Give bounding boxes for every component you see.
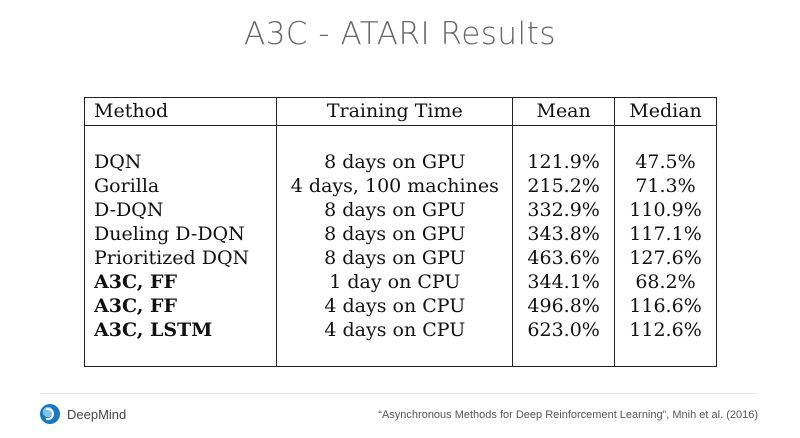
cell-mean: 343.8% — [512, 222, 616, 246]
deepmind-logo-icon — [40, 404, 60, 424]
cell-median: 68.2% — [614, 270, 717, 294]
cell-median: 127.6% — [614, 246, 717, 270]
results-table: Method Training Time Mean Median DQN 8 da… — [83, 97, 717, 367]
cell-mean: 496.8% — [512, 294, 616, 318]
cell-method: A3C, FF — [83, 270, 278, 294]
table-row: DQN 8 days on GPU 121.9% 47.5% — [83, 150, 717, 174]
cell-training-time: 4 days on CPU — [276, 294, 514, 318]
cell-training-time: 1 day on CPU — [276, 270, 514, 294]
table-spacer — [83, 125, 717, 150]
table-spacer — [83, 342, 717, 367]
cell-mean: 623.0% — [512, 318, 616, 342]
citation: “Asynchronous Methods for Deep Reinforce… — [378, 409, 758, 421]
header-median: Median — [614, 97, 717, 126]
cell-training-time: 8 days on GPU — [276, 246, 514, 270]
table-row: A3C, FF 4 days on CPU 496.8% 116.6% — [83, 294, 717, 318]
cell-method: A3C, LSTM — [83, 318, 278, 342]
header-training-time: Training Time — [276, 97, 514, 126]
deepmind-logo: DeepMind — [40, 403, 126, 425]
cell-training-time: 8 days on GPU — [276, 198, 514, 222]
table-row: A3C, FF 1 day on CPU 344.1% 68.2% — [83, 270, 717, 294]
cell-method: Gorilla — [83, 174, 278, 198]
cell-mean: 121.9% — [512, 150, 616, 174]
cell-method: A3C, FF — [83, 294, 278, 318]
table-row: Gorilla 4 days, 100 machines 215.2% 71.3% — [83, 174, 717, 198]
cell-training-time: 4 days, 100 machines — [276, 174, 514, 198]
cell-median: 110.9% — [614, 198, 717, 222]
table-row: A3C, LSTM 4 days on CPU 623.0% 112.6% — [83, 318, 717, 342]
cell-median: 47.5% — [614, 150, 717, 174]
cell-median: 71.3% — [614, 174, 717, 198]
cell-method: DQN — [83, 150, 278, 174]
header-mean: Mean — [512, 97, 616, 126]
cell-mean: 215.2% — [512, 174, 616, 198]
cell-method: D-DQN — [83, 198, 278, 222]
cell-median: 112.6% — [614, 318, 717, 342]
slide-title: A3C - ATARI Results — [244, 16, 556, 52]
table-header-row: Method Training Time Mean Median — [83, 97, 717, 126]
cell-mean: 463.6% — [512, 246, 616, 270]
cell-method: Prioritized DQN — [83, 246, 278, 270]
cell-method: Dueling D-DQN — [83, 222, 278, 246]
cell-median: 116.6% — [614, 294, 717, 318]
cell-training-time: 8 days on GPU — [276, 150, 514, 174]
cell-mean: 344.1% — [512, 270, 616, 294]
table-body: DQN 8 days on GPU 121.9% 47.5% Gorilla 4 days… — [83, 125, 717, 367]
header-method: Method — [83, 97, 278, 126]
footer-divider — [40, 393, 758, 394]
table-row: D-DQN 8 days on GPU 332.9% 110.9% — [83, 198, 717, 222]
cell-median: 117.1% — [614, 222, 717, 246]
table-row: Dueling D-DQN 8 days on GPU 343.8% 117.1% — [83, 222, 717, 246]
cell-training-time: 8 days on GPU — [276, 222, 514, 246]
cell-mean: 332.9% — [512, 198, 616, 222]
cell-training-time: 4 days on CPU — [276, 318, 514, 342]
table-row: Prioritized DQN 8 days on GPU 463.6% 127.6% — [83, 246, 717, 270]
logo-text: DeepMind — [67, 406, 127, 422]
